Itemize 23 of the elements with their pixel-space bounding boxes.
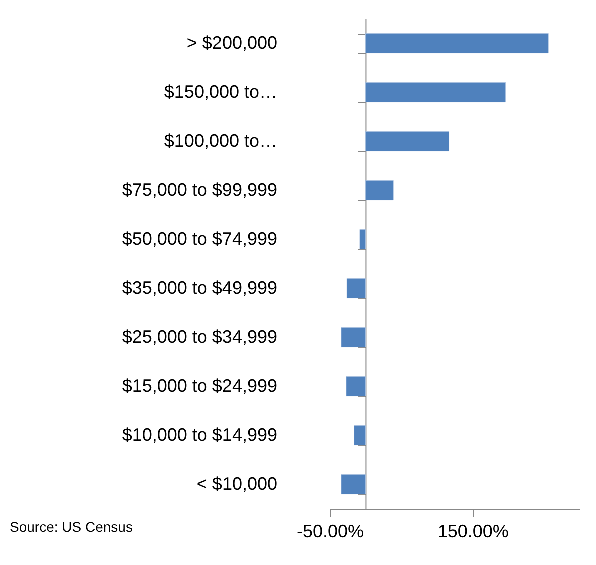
bar (365, 131, 450, 152)
y-tick-label: $150,000 to… (164, 82, 278, 102)
y-tick-label: < $10,000 (196, 474, 278, 494)
bar (360, 229, 366, 250)
bar (365, 82, 506, 103)
y-tick-label: $10,000 to $14,999 (122, 425, 278, 445)
x-tick-label: -50.00% (296, 522, 364, 542)
y-tick-label: $25,000 to $34,999 (122, 327, 278, 347)
y-tick-label: $35,000 to $49,999 (122, 278, 278, 298)
x-tick-label: 150.00% (438, 522, 509, 542)
y-tick-label: $15,000 to $24,999 (122, 376, 278, 396)
y-tick-label: $50,000 to $74,999 (122, 229, 278, 249)
bar (346, 376, 366, 397)
bar (354, 425, 366, 446)
bar (365, 180, 394, 201)
y-tick-label: > $200,000 (186, 33, 278, 53)
bar (341, 474, 366, 495)
bar (341, 327, 366, 348)
bar (365, 33, 549, 54)
y-tick-label: $100,000 to… (164, 131, 278, 151)
y-tick-label: $75,000 to $99,999 (122, 180, 278, 200)
source-note: Source: US Census (10, 519, 133, 535)
bar (346, 278, 366, 299)
